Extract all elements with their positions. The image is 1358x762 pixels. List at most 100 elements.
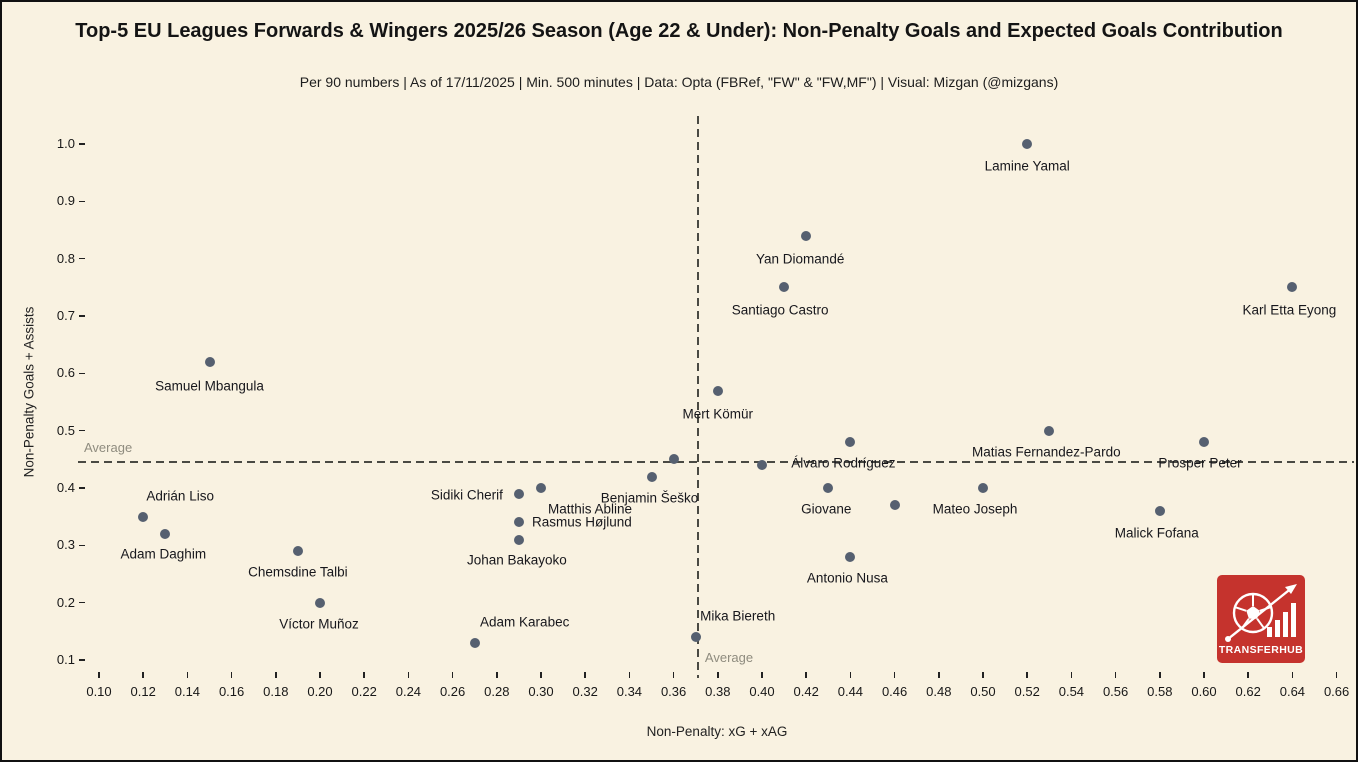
x-tick: [230, 672, 233, 678]
data-point-label: Benjamin Šeško: [600, 490, 699, 506]
y-tick-label: 0.5: [56, 422, 75, 438]
x-tick-label: 0.42: [793, 684, 819, 699]
data-point-dot: [845, 437, 856, 448]
y-tick-label: 1.0: [56, 136, 75, 152]
x-tick-label: 0.64: [1279, 684, 1306, 699]
x-tick: [1247, 672, 1249, 678]
x-tick-label: 0.40: [749, 684, 775, 699]
y-tick: [79, 200, 85, 203]
x-tick: [142, 672, 144, 678]
x-tick-label: 0.28: [484, 684, 510, 699]
y-tick-label: 0.3: [56, 537, 75, 553]
data-point-label: Matias Fernandez-Pardo: [972, 444, 1121, 460]
x-tick-label: 0.14: [174, 684, 201, 699]
x-tick-label: 0.48: [926, 684, 952, 699]
x-tick: [893, 672, 896, 678]
y-tick: [79, 487, 85, 489]
x-tick: [186, 672, 189, 678]
y-tick-label: 0.2: [56, 594, 75, 610]
x-tick: [584, 672, 586, 678]
x-tick-label: 0.66: [1323, 684, 1350, 699]
data-point-label: Giovane: [801, 501, 852, 517]
x-tick-label: 0.58: [1147, 684, 1173, 699]
data-point-dot: [712, 385, 723, 396]
data-point-dot: [292, 546, 303, 557]
chart-title: Top-5 EU Leagues Forwards & Wingers 2025…: [75, 20, 1283, 42]
y-tick-label: 0.8: [56, 250, 75, 266]
x-tick: [1026, 672, 1028, 678]
x-tick: [805, 672, 807, 678]
y-axis-title: Non-Penalty Goals + Assists: [21, 306, 37, 478]
x-axis-title: Non-Penalty: xG + xAG: [646, 724, 788, 739]
data-point-label: Álvaro Rodríguez: [791, 455, 896, 471]
x-tick: [717, 672, 719, 678]
data-point-dot: [779, 282, 790, 293]
data-point-label: Johan Bakayoko: [466, 552, 567, 568]
y-tick-label: 0.7: [56, 308, 75, 324]
x-tick: [275, 672, 277, 678]
data-point-dot: [536, 483, 546, 493]
data-point-dot: [646, 471, 657, 482]
data-point-dot: [1022, 139, 1033, 150]
x-tick-label: 0.12: [130, 684, 156, 699]
average-line-vertical: [696, 116, 699, 678]
data-point-dot: [668, 454, 679, 465]
data-point-label: Lamine Yamal: [984, 158, 1070, 174]
data-point-dot: [513, 534, 524, 545]
data-point-label: Samuel Mbangula: [155, 378, 264, 394]
data-point-dot: [513, 517, 524, 528]
x-tick-label: 0.10: [86, 684, 112, 699]
data-point-dot: [690, 632, 701, 643]
x-tick-label: 0.16: [218, 684, 245, 699]
average-label-vertical: Average: [704, 650, 754, 665]
data-point-dot: [889, 500, 900, 511]
x-tick: [849, 672, 852, 678]
x-tick: [1335, 672, 1338, 678]
x-tick-label: 0.60: [1191, 684, 1217, 699]
logo-text: TRANSFERHUB: [1218, 644, 1304, 656]
data-point-label: Matthis Abline: [547, 501, 633, 517]
data-point-dot: [1044, 425, 1055, 436]
data-point-dot: [1199, 437, 1209, 448]
data-point-label: Adam Karabec: [480, 614, 570, 630]
transferhub-logo: TRANSFERHUB: [1217, 575, 1305, 663]
y-tick: [79, 544, 85, 547]
x-tick-label: 0.52: [1014, 684, 1040, 699]
y-tick: [79, 143, 85, 145]
data-point-label: Sidiki Cherif: [430, 487, 503, 503]
y-tick-label: 0.4: [56, 480, 75, 495]
data-point-label: Adam Daghim: [120, 546, 207, 562]
data-point-dot: [978, 483, 988, 493]
x-tick-label: 0.50: [970, 684, 996, 699]
data-point-label: Víctor Muñoz: [279, 616, 359, 632]
x-tick-label: 0.44: [837, 684, 864, 699]
data-point-label: Adrián Liso: [146, 488, 214, 504]
y-tick: [79, 257, 85, 260]
data-point-dot: [823, 483, 834, 493]
x-tick: [628, 672, 631, 678]
x-tick-label: 0.46: [881, 684, 908, 699]
y-tick-label: 0.1: [56, 652, 75, 667]
x-tick: [982, 672, 984, 678]
data-point-dot: [845, 551, 856, 562]
average-line-horizontal: [78, 460, 1354, 463]
x-tick-label: 0.26: [439, 684, 466, 699]
data-point-dot: [757, 460, 767, 471]
x-tick-label: 0.30: [528, 684, 554, 699]
x-tick-label: 0.20: [307, 684, 333, 699]
x-tick: [363, 672, 365, 678]
data-point-label: Yan Diomandé: [756, 251, 845, 267]
data-point-dot: [138, 511, 149, 522]
x-tick-label: 0.54: [1058, 684, 1085, 699]
x-tick-label: 0.38: [705, 684, 731, 699]
data-point-label: Mika Biereth: [700, 608, 776, 624]
x-tick-label: 0.34: [616, 684, 643, 699]
x-tick-label: 0.32: [572, 684, 598, 699]
data-point-label: Karl Etta Eyong: [1242, 302, 1337, 318]
y-tick: [79, 659, 85, 661]
data-point-label: Antonio Nusa: [806, 570, 888, 586]
data-point-dot: [469, 637, 480, 648]
data-point-dot: [513, 488, 524, 499]
